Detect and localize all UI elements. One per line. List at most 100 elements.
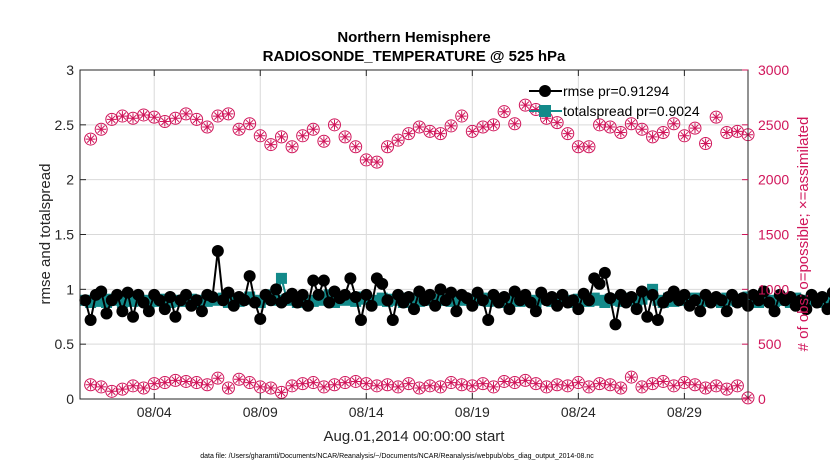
obs-assimilated-point: [85, 379, 96, 390]
obs-assimilated-point: [318, 136, 329, 147]
rmse-point: [386, 314, 399, 327]
obs-assimilated-point: [700, 383, 711, 393]
x-tick-label: 08/19: [455, 404, 490, 420]
obs-possible-point: [614, 381, 628, 395]
rmse-point: [354, 314, 367, 327]
obs-possible-point: [688, 121, 702, 135]
obs-possible-point: [94, 122, 108, 136]
obs-assimilated-point: [318, 381, 329, 392]
obs-assimilated-point: [297, 130, 308, 141]
obs-assimilated-point: [393, 135, 404, 146]
obs-assimilated-point: [456, 111, 467, 122]
obs-possible-point: [720, 126, 734, 140]
obs-assimilated-point: [626, 118, 637, 129]
rmse-point: [450, 305, 463, 318]
rmse-point: [339, 288, 352, 301]
y-right-tick-label: 2000: [758, 172, 789, 188]
legend-rmse-label: rmse pr=0.91294: [563, 83, 669, 99]
obs-possible-point: [370, 379, 384, 393]
obs-assimilated-point: [138, 383, 149, 393]
obs-possible-point: [211, 371, 225, 385]
obs-possible-point: [317, 134, 331, 148]
obs-assimilated-point: [658, 376, 669, 387]
rmse-point: [243, 270, 256, 283]
obs-possible-point: [497, 105, 511, 119]
rmse-point: [604, 292, 617, 305]
rmse-point: [476, 294, 489, 307]
legend-rmse-marker: [539, 85, 551, 97]
rmse-point: [190, 294, 203, 307]
y-left-tick-label: 1: [66, 281, 74, 297]
obs-possible-point: [624, 370, 638, 384]
obs-assimilated-point: [668, 380, 679, 391]
data-file-footnote: data file: /Users/gharamti/Documents/NCA…: [200, 453, 594, 460]
rmse-point: [429, 299, 442, 312]
obs-possible-point: [487, 380, 501, 394]
obs-assimilated-point: [255, 381, 266, 392]
rmse-point: [195, 305, 208, 318]
obs-assimilated-point: [223, 383, 234, 393]
x-tick-label: 08/14: [349, 404, 384, 420]
obs-assimilated-point: [329, 119, 340, 130]
obs-assimilated-point: [117, 111, 128, 122]
obs-possible-point: [444, 376, 458, 390]
rmse-point: [116, 305, 129, 318]
rmse-point: [641, 310, 654, 323]
rmse-point: [270, 283, 283, 296]
obs-assimilated-point: [721, 384, 732, 395]
rmse-point: [635, 285, 648, 298]
obs-assimilated-point: [414, 383, 425, 393]
obs-assimilated-point: [159, 116, 170, 127]
obs-assimilated-point: [647, 378, 658, 389]
obs-possible-point: [168, 373, 182, 387]
chart-title-line2: RADIOSONDE_TEMPERATURE @ 525 hPa: [263, 48, 566, 65]
obs-possible-point: [434, 127, 448, 141]
obs-assimilated-point: [371, 157, 382, 168]
rmse-point: [482, 314, 495, 327]
obs-assimilated-point: [308, 377, 319, 388]
rmse-point: [408, 303, 420, 316]
rmse-point: [323, 296, 336, 309]
obs-possible-point: [338, 376, 352, 390]
obs-possible-point: [412, 381, 426, 395]
obs-possible-point: [709, 110, 723, 124]
rmse-point: [142, 305, 155, 318]
obs-possible-point: [338, 130, 352, 144]
obs-assimilated-point: [265, 383, 276, 393]
obs-assimilated-point: [329, 379, 340, 390]
obs-assimilated-point: [562, 128, 573, 139]
obs-assimilated-point: [605, 379, 616, 390]
obs-possible-point: [200, 378, 214, 392]
obs-assimilated-point: [509, 118, 520, 129]
obs-possible-point: [699, 136, 713, 150]
obs-assimilated-point: [276, 387, 287, 398]
obs-possible-point: [624, 117, 638, 131]
totalspread-point: [323, 289, 335, 301]
obs-possible-point: [455, 109, 469, 123]
rmse-point: [79, 294, 92, 307]
obs-possible-point: [677, 376, 691, 390]
obs-assimilated-point: [446, 377, 457, 388]
y-right-tick-label: 500: [758, 336, 782, 352]
obs-possible-point: [221, 107, 235, 121]
obs-assimilated-point: [530, 104, 541, 115]
obs-possible-point: [423, 124, 437, 138]
obs-possible-point: [593, 118, 607, 132]
rmse-point: [158, 303, 171, 316]
obs-assimilated-point: [530, 378, 541, 389]
obs-assimilated-point: [509, 377, 520, 388]
obs-assimilated-point: [541, 113, 552, 124]
rmse-point: [153, 294, 166, 307]
obs-assimilated-point: [244, 118, 255, 129]
rmse-point: [360, 288, 373, 301]
obs-possible-point: [508, 117, 522, 131]
obs-assimilated-point: [467, 126, 478, 137]
y-axis-left-label: rmse and totalspread: [37, 164, 54, 305]
obs-assimilated-point: [170, 113, 181, 124]
obs-assimilated-point: [499, 376, 510, 387]
y-left-tick-label: 0.5: [55, 336, 75, 352]
obs-possible-point: [253, 129, 267, 143]
rmse-point: [524, 296, 537, 309]
rmse-point: [678, 288, 691, 301]
obs-possible-point: [296, 377, 310, 391]
